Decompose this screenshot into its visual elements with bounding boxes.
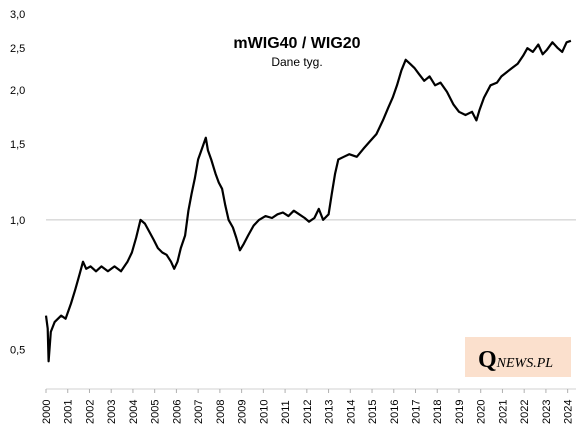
x-tick-label: 2011 (280, 400, 292, 424)
x-tick-label: 2013 (324, 400, 336, 424)
y-tick-label: 1,5 (10, 139, 25, 151)
x-tick-label: 2003 (106, 400, 118, 424)
x-tick-label: 2002 (84, 400, 96, 424)
x-tick-label: 2016 (389, 400, 401, 424)
x-axis: 2000 2001 2002 2003 2004 2005 2006 2007 2008 2009… (41, 388, 576, 424)
series-line (44, 39, 572, 363)
logo-rest: NEWS.PL (496, 356, 554, 371)
x-tick-label: 2018 (432, 400, 444, 424)
x-tick-label: 2007 (193, 400, 205, 424)
x-tick-label: 2021 (497, 400, 509, 424)
x-tick-label: 2009 (237, 400, 249, 424)
y-tick-label: 1,0 (10, 215, 25, 227)
x-tick-label: 2008 (215, 400, 227, 424)
x-tick-label: 2014 (345, 400, 357, 424)
x-tick-label: 2015 (367, 400, 379, 424)
y-tick-label: 2,5 (10, 43, 25, 55)
x-tick-label: 2005 (150, 400, 162, 424)
x-tick-label: 2012 (302, 400, 314, 424)
x-tick-label: 2020 (476, 400, 488, 424)
y-tick-label: 2,0 (10, 85, 25, 97)
x-tick-label: 2010 (258, 400, 270, 424)
logo-initial: Q (478, 347, 497, 373)
chart-title: mWIG40 / WIG20 (233, 35, 360, 52)
x-tick-label: 2023 (541, 400, 553, 424)
x-tick-label: 2017 (411, 400, 423, 424)
y-tick-label: 3,0 (10, 9, 25, 21)
svg-text:QNEWS.PL: QNEWS.PL (478, 347, 553, 373)
x-tick-label: 2006 (171, 400, 183, 424)
y-axis-ticks: 3,0 2,5 2,0 1,5 1,0 0,5 (10, 9, 25, 357)
x-tick-label: 2024 (563, 400, 575, 424)
y-tick-label: 0,5 (10, 345, 25, 357)
qnews-logo: QNEWS.PL (465, 337, 571, 377)
x-tick-label: 2019 (454, 400, 466, 424)
x-tick-label: 2000 (41, 400, 53, 424)
x-tick-label: 2001 (63, 400, 75, 424)
x-tick-label: 2022 (519, 400, 531, 424)
x-tick-label: 2004 (128, 400, 140, 424)
chart-subtitle: Dane tyg. (271, 55, 322, 69)
